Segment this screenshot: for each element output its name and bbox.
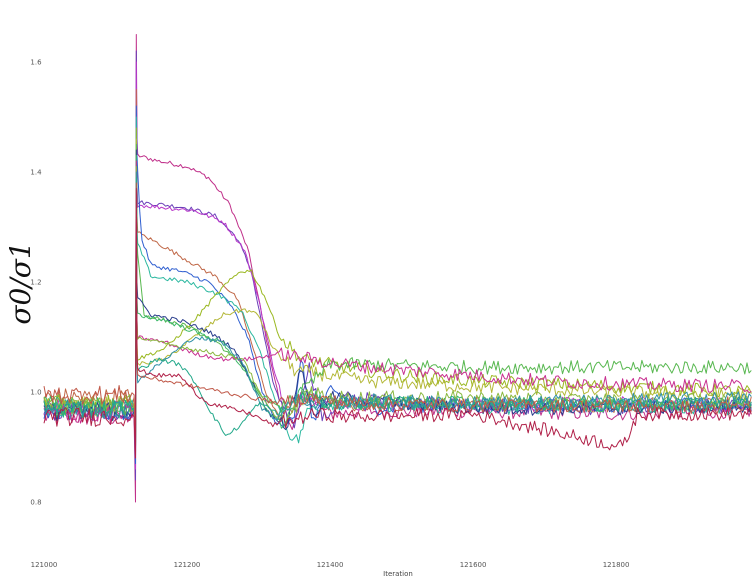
x-tick-label: 121600 [460,561,487,569]
y-tick-label: 1.4 [30,169,42,177]
y-axis-title: σ0/σ1 [4,241,37,324]
y-axis-ticks: 0.8 1.0 1.2 1.4 1.6 [30,59,42,507]
series-lines [43,34,752,503]
series-line-14 [43,171,752,448]
series-line-10 [43,149,752,453]
series-line-17 [43,188,752,459]
x-tick-label: 121800 [603,561,630,569]
series-line-1 [43,34,752,503]
y-tick-label: 1.6 [30,59,42,67]
x-tick-label: 121000 [31,561,58,569]
x-axis-title: Iteration [383,570,413,578]
series-line-12 [43,160,752,459]
y-tick-label: 0.8 [30,499,41,507]
x-tick-label: 121200 [174,561,201,569]
series-line-16 [43,182,752,448]
x-tick-label: 121400 [317,561,344,569]
x-axis-ticks: 121000 121200 121400 121600 121800 [31,561,630,569]
y-tick-label: 1.2 [30,279,41,287]
y-tick-label: 1.0 [30,389,41,397]
series-line-9 [43,144,752,448]
series-line-7 [43,127,752,448]
